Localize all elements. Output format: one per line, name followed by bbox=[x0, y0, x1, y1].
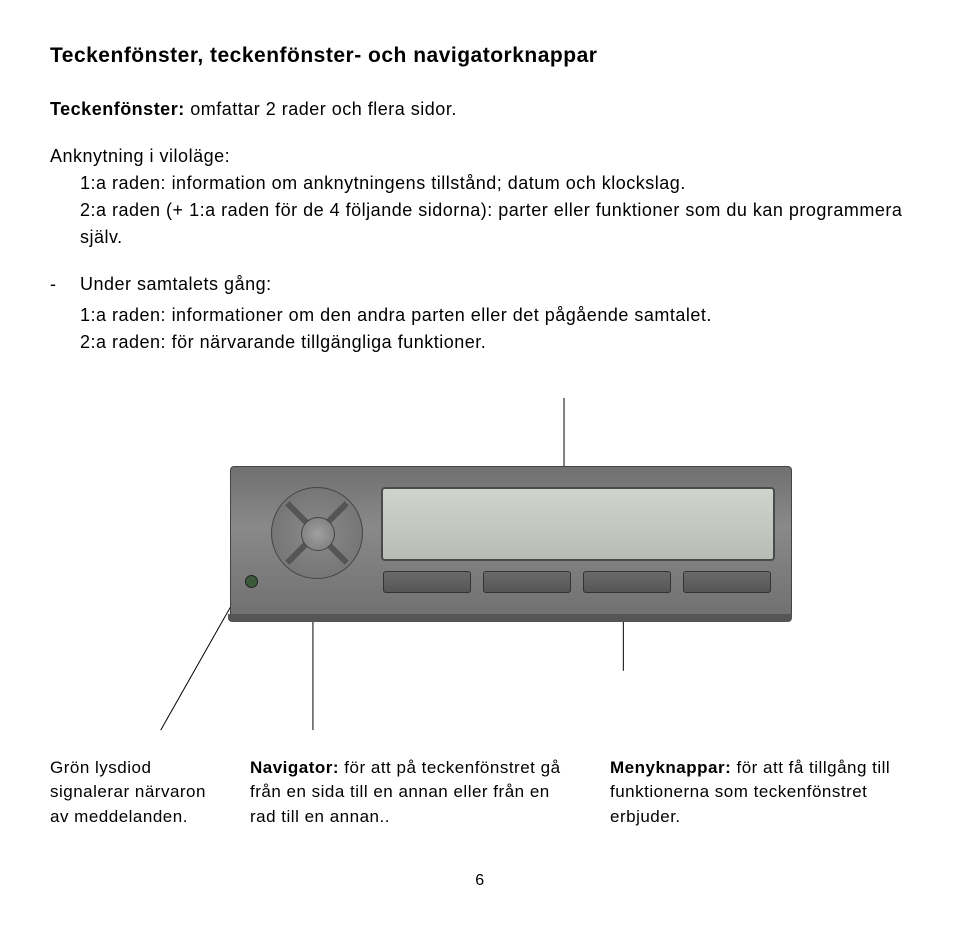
during-line2: 2:a raden: för närvarande tillgängliga f… bbox=[50, 329, 910, 356]
idle-line2: 2:a raden (+ 1:a raden för de 4 följande… bbox=[50, 197, 910, 251]
during-line1: 1:a raden: informationer om den andra pa… bbox=[50, 302, 910, 329]
menu-button-1 bbox=[383, 571, 471, 593]
idle-block: Anknytning i viloläge: 1:a raden: inform… bbox=[50, 143, 910, 251]
during-title: Under samtalets gång: bbox=[80, 271, 272, 298]
menu-label: Menyknappar: för att få tillgång till fu… bbox=[610, 756, 900, 830]
page-heading: Teckenfönster, teckenfönster- och naviga… bbox=[50, 40, 910, 72]
device-base bbox=[228, 614, 792, 622]
navigator-label: Navigator: för att på teckenfönstret gå … bbox=[250, 756, 580, 830]
callout-labels: Grön lysdiod signalerar närvaron av medd… bbox=[50, 756, 910, 830]
intro-text: omfattar 2 rader och flera sidor. bbox=[185, 99, 457, 119]
nav-label-bold: Navigator: bbox=[250, 758, 339, 777]
menu-button-2 bbox=[483, 571, 571, 593]
during-block: - Under samtalets gång: 1:a raden: infor… bbox=[50, 271, 910, 356]
lcd-display bbox=[381, 487, 775, 561]
page-number: 6 bbox=[50, 869, 910, 893]
navigator-pad bbox=[271, 487, 363, 579]
bullet-dash: - bbox=[50, 271, 80, 298]
intro-label: Teckenfönster: bbox=[50, 99, 185, 119]
led-indicator bbox=[245, 575, 258, 588]
led-label: Grön lysdiod signalerar närvaron av medd… bbox=[50, 756, 220, 830]
menu-label-bold: Menyknappar: bbox=[610, 758, 731, 777]
phone-device bbox=[230, 466, 792, 618]
nav-center-button bbox=[301, 517, 335, 551]
idle-line1: 1:a raden: information om anknytningens … bbox=[50, 170, 910, 197]
idle-title: Anknytning i viloläge: bbox=[50, 143, 910, 170]
intro-paragraph: Teckenfönster: omfattar 2 rader och fler… bbox=[50, 96, 910, 123]
device-illustration bbox=[50, 386, 910, 746]
menu-button-3 bbox=[583, 571, 671, 593]
menu-button-4 bbox=[683, 571, 771, 593]
